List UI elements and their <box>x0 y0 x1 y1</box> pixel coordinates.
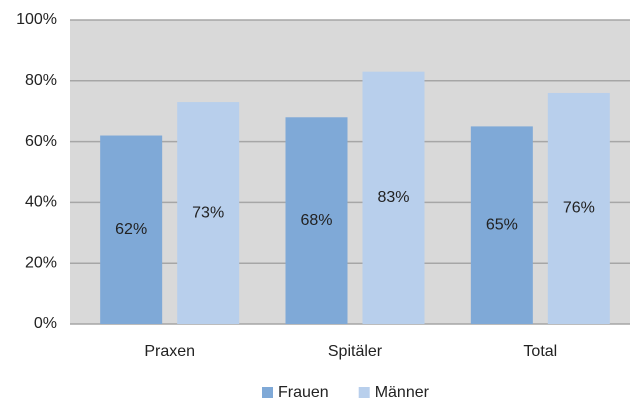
legend-swatch <box>358 387 370 398</box>
plot-background <box>70 20 630 324</box>
legend-label: Frauen <box>278 384 329 401</box>
data-label: 73% <box>192 204 224 221</box>
x-tick-label: Praxen <box>144 343 195 360</box>
bar <box>470 126 533 325</box>
y-tick-label: 80% <box>25 72 57 89</box>
bar <box>177 102 240 324</box>
legend-label: Männer <box>375 384 430 401</box>
bar <box>362 71 425 325</box>
data-label: 76% <box>563 200 595 217</box>
x-tick-label: Total <box>523 343 557 360</box>
data-label: 62% <box>115 221 147 238</box>
legend-swatch <box>262 387 273 398</box>
bar <box>285 117 348 324</box>
data-label: 68% <box>300 212 332 229</box>
y-tick-label: 20% <box>25 254 57 271</box>
y-tick-label: 0% <box>34 315 57 332</box>
data-label: 83% <box>377 189 409 206</box>
bar <box>547 92 610 325</box>
data-label: 65% <box>486 216 518 233</box>
bar <box>100 135 163 324</box>
y-tick-label: 60% <box>25 133 57 150</box>
x-tick-label: Spitäler <box>328 343 383 360</box>
y-tick-label: 100% <box>16 11 57 28</box>
y-tick-label: 40% <box>25 194 57 211</box>
